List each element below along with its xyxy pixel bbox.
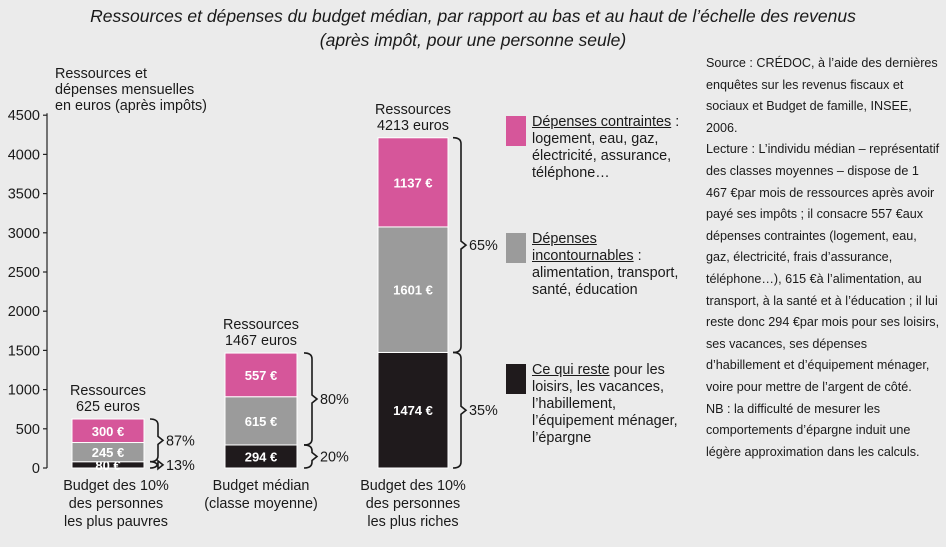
legend-text: Dépenses incontournables : alimentation, … xyxy=(532,231,707,299)
total-label: Ressources 1467 euros xyxy=(223,317,299,349)
legend-heading: Ce qui reste xyxy=(532,362,610,378)
percent-label: 35% xyxy=(469,403,498,419)
legend-swatch xyxy=(506,233,526,263)
x-category-label: Budget médian (classe moyenne) xyxy=(204,478,318,512)
bar-value-label: 1474 € xyxy=(393,403,433,418)
total-label: Ressources 4213 euros xyxy=(375,102,451,134)
bar-value-label: 557 € xyxy=(245,368,278,383)
bar-value-label: 294 € xyxy=(245,449,278,464)
legend-text: Ce qui reste pour les loisirs, les vacanc… xyxy=(532,362,707,447)
x-category-label: Budget des 10% des personnes les plus pauv… xyxy=(63,478,169,530)
legend-item-reste: Ce qui reste pour les loisirs, les vacanc… xyxy=(506,362,707,447)
chart-title: Ressources et dépenses du budget médian,… xyxy=(0,4,946,52)
percent-label: 65% xyxy=(469,238,498,254)
legend-heading-suffix: : xyxy=(671,114,680,130)
y-tick-label: 4500 xyxy=(8,108,40,124)
percent-bracket xyxy=(452,136,468,354)
source-note: Source : CRÉDOC, à l’aide des dernières … xyxy=(706,53,942,463)
total-label: Ressources 625 euros xyxy=(70,383,146,415)
source-paragraph: Source : CRÉDOC, à l’aide des dernières … xyxy=(706,56,938,135)
y-tick-label: 1000 xyxy=(8,383,40,399)
percent-label: 80% xyxy=(320,392,349,408)
reading-paragraph: Lecture : L’individu médian – représenta… xyxy=(706,142,940,394)
y-tick-label: 0 xyxy=(32,461,40,477)
legend-description: logement, eau, gaz, électricité, assuran… xyxy=(532,131,672,181)
y-tick-label: 3500 xyxy=(8,187,40,203)
bar-segment-incontournables xyxy=(224,396,298,446)
legend-heading-suffix: : xyxy=(633,248,642,264)
bar-value-label: 1137 € xyxy=(393,175,432,190)
percent-label: 20% xyxy=(320,449,349,465)
percent-bracket xyxy=(303,444,319,469)
legend-description: loisirs, les vacances, l’habillement, l’… xyxy=(532,379,678,446)
y-axis-label: Ressources et dépenses mensuelles en euros… xyxy=(55,66,207,114)
x-category-label: Budget des 10% des personnes les plus rich… xyxy=(360,478,466,530)
y-tick-label: 2000 xyxy=(8,304,40,320)
y-tick-label: 2500 xyxy=(8,265,40,281)
legend-text: Dépenses contraintes : logement, eau, gaz… xyxy=(532,114,707,182)
percent-bracket xyxy=(149,418,165,463)
y-tick-label: 1500 xyxy=(8,343,40,359)
percent-bracket xyxy=(149,459,165,471)
legend-heading: Dépenses contraintes xyxy=(532,114,672,130)
y-tick-label: 3000 xyxy=(8,226,40,242)
legend-swatch xyxy=(506,116,526,146)
percent-label: 13% xyxy=(166,458,195,474)
legend-item-incontournables: Dépenses incontournables : alimentation, … xyxy=(506,231,707,299)
chart-title-line-1: Ressources et dépenses du budget médian,… xyxy=(90,6,856,26)
legend-swatch xyxy=(506,364,526,394)
bar-segment-contraintes xyxy=(71,418,145,444)
bar-segment-contraintes xyxy=(377,137,449,228)
nb-paragraph: NB : la difficulté de mesurer les compor… xyxy=(706,401,920,459)
bar-value-label: 300 € xyxy=(92,424,125,439)
chart-title-line-2: (après impôt, pour une personne seule) xyxy=(319,30,627,50)
bar-segment-contraintes xyxy=(224,352,298,398)
legend-heading: Dépenses incontournables xyxy=(532,231,634,264)
legend-item-contraintes: Dépenses contraintes : logement, eau, gaz… xyxy=(506,114,707,182)
legend-description: alimentation, transport, santé, éducatio… xyxy=(532,265,679,298)
y-tick-label: 500 xyxy=(16,422,40,438)
percent-bracket xyxy=(303,352,319,446)
bar-value-label: 615 € xyxy=(245,414,278,429)
bar-value-label: 1601 € xyxy=(393,283,433,298)
bar-segment-incontournables xyxy=(377,226,449,353)
y-tick-label: 4000 xyxy=(8,147,40,163)
percent-bracket xyxy=(452,351,468,469)
percent-label: 87% xyxy=(166,433,195,449)
legend-heading-suffix: pour les xyxy=(609,362,665,378)
bar-value-label: 245 € xyxy=(92,445,125,460)
